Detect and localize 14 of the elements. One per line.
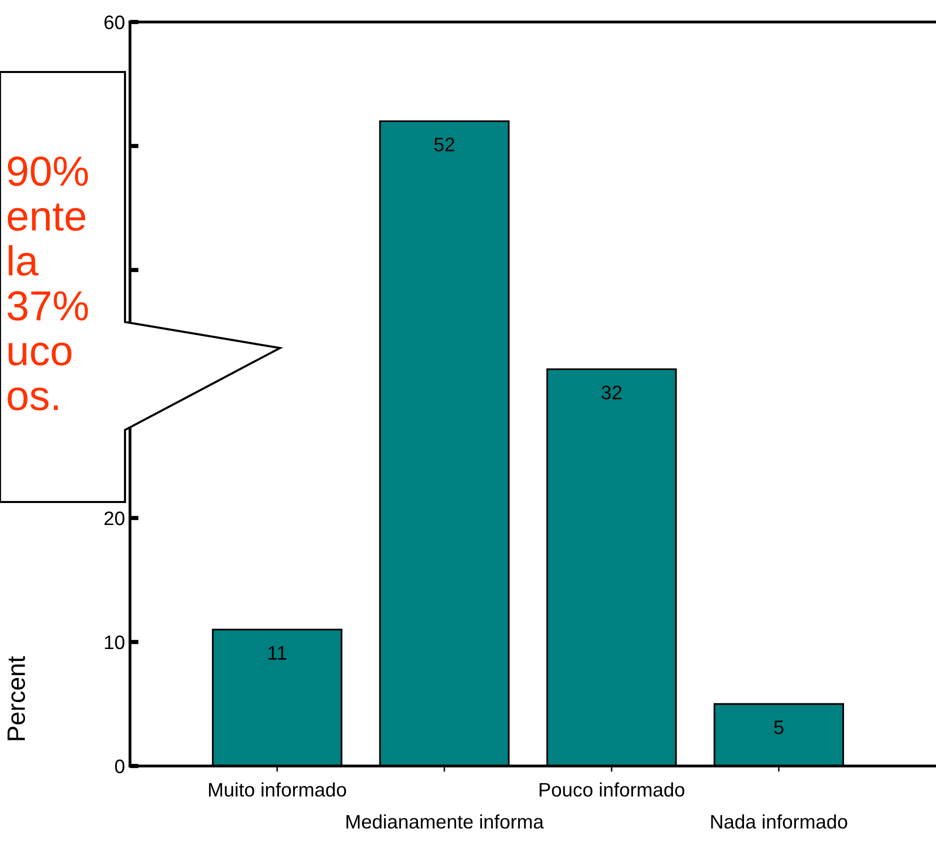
- data-label: 52: [434, 138, 454, 152]
- x-tick-label: Medianamente informa: [346, 814, 544, 829]
- x-tick-label: Muito informado: [209, 782, 346, 797]
- y-tick-label: 10: [104, 635, 124, 650]
- y-tick-label: 20: [104, 511, 124, 526]
- y-axis-title: Percent: [8, 656, 26, 740]
- data-label: 11: [268, 646, 286, 660]
- data-label: 5: [774, 720, 784, 734]
- y-tick-label: 0: [115, 759, 124, 774]
- y-tick-label: 60: [104, 15, 124, 30]
- x-tick-label: Pouco informado: [540, 782, 684, 797]
- text: 90% ente la 37% uco os.: [8, 156, 88, 410]
- data-label: 32: [602, 386, 622, 400]
- x-tick-label: Nada informado: [711, 814, 848, 829]
